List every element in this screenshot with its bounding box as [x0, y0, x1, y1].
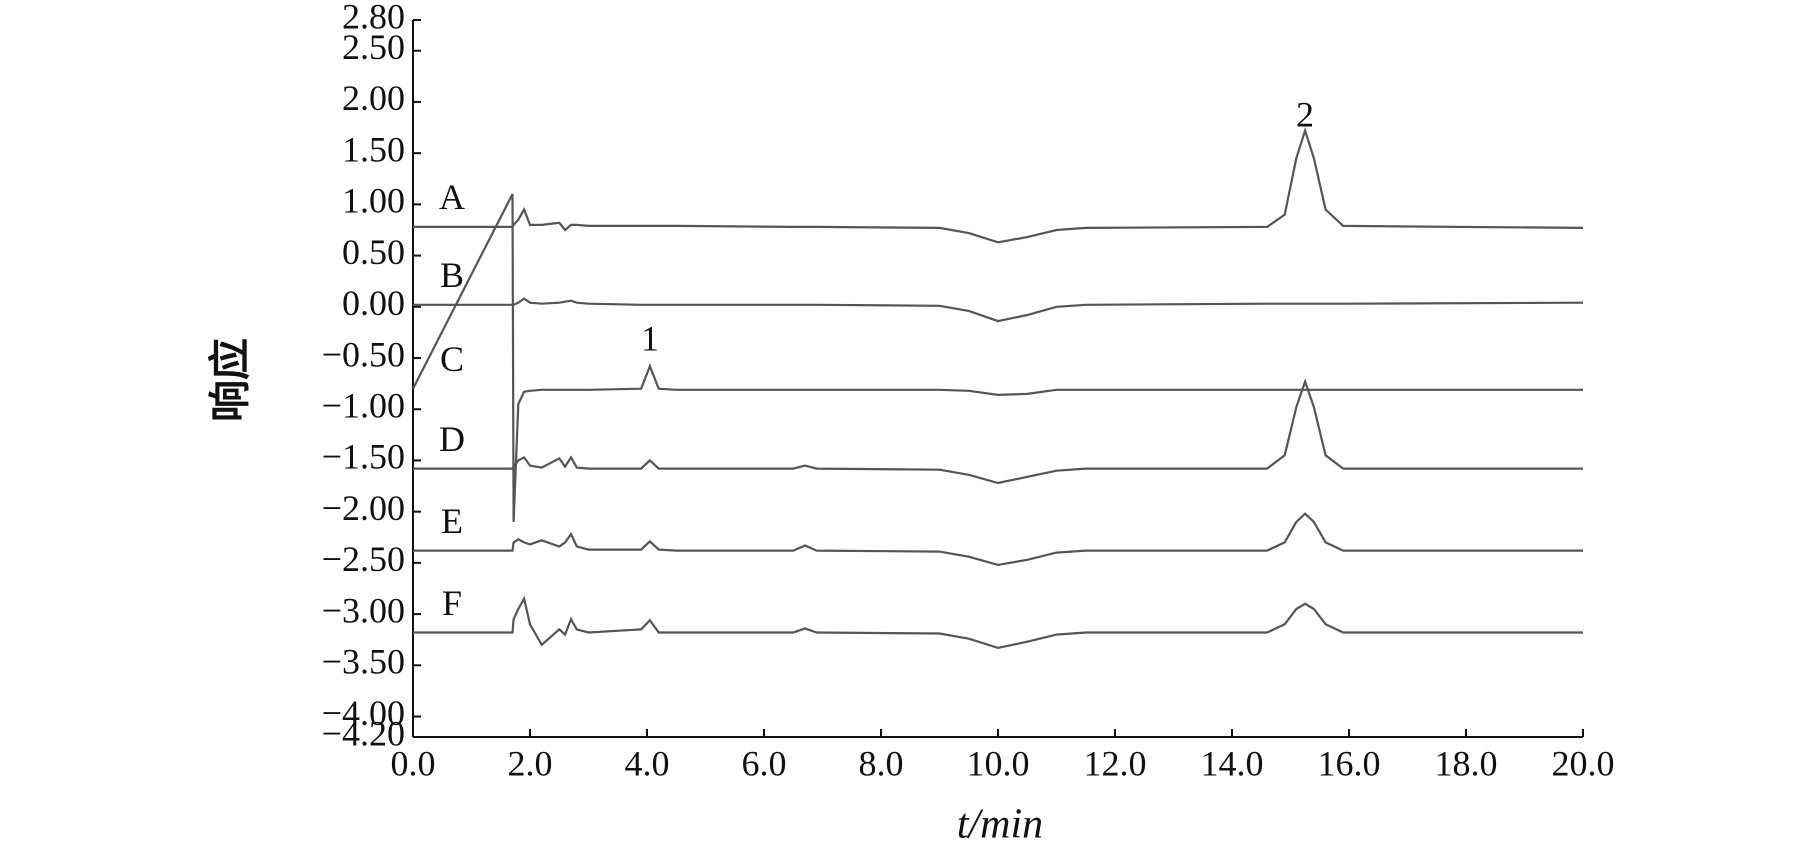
series-label: C: [440, 339, 464, 379]
peak-annotation: 1: [641, 318, 659, 358]
series-line: [413, 595, 1583, 650]
y-tick-label: −1.00: [322, 385, 405, 425]
y-tick-label: 2.80: [342, 0, 405, 36]
series-line: [413, 512, 1583, 567]
series-label: F: [442, 583, 462, 623]
x-tick-label: 4.0: [625, 743, 670, 783]
series-label: B: [440, 255, 464, 295]
series-line: [412, 193, 1583, 522]
y-tick-label: −3.00: [322, 590, 405, 630]
x-tick-label: 2.0: [508, 743, 553, 783]
series-label: D: [439, 419, 465, 459]
y-tick-label: 2.50: [342, 27, 405, 67]
series-label: A: [439, 177, 465, 217]
y-axis-label: 响应: [208, 338, 255, 422]
x-axis-label: t/min: [957, 802, 1043, 848]
y-tick-label: −2.50: [322, 539, 405, 579]
peak-annotation: 2: [1296, 94, 1314, 134]
y-tick-label: 1.00: [342, 181, 405, 221]
y-tick-label: 2.00: [342, 78, 405, 118]
x-tick-label: 18.0: [1435, 743, 1498, 783]
y-tick-label: 0.50: [342, 232, 405, 272]
series-line: [413, 126, 1584, 244]
x-tick-label: 20.0: [1552, 743, 1615, 783]
x-tick-label: 0.0: [391, 743, 436, 783]
series-line: [413, 378, 1583, 485]
y-tick-label: −3.50: [322, 642, 405, 682]
x-tick-label: 8.0: [859, 743, 904, 783]
series-label: E: [441, 501, 463, 541]
y-tick-label: −4.00: [322, 693, 405, 733]
y-tick-label: −0.50: [322, 334, 405, 374]
x-tick-label: 6.0: [742, 743, 787, 783]
y-tick-label: −4.20: [322, 713, 405, 753]
x-tick-label: 12.0: [1084, 743, 1147, 783]
x-tick-label: 10.0: [967, 743, 1030, 783]
y-tick-label: 0.00: [342, 283, 405, 323]
y-tick-label: −1.50: [322, 437, 405, 477]
x-tick-label: 14.0: [1201, 743, 1264, 783]
y-tick-label: −2.00: [322, 488, 405, 528]
x-tick-label: 16.0: [1318, 743, 1381, 783]
y-tick-label: 1.50: [342, 129, 405, 169]
series-line: [413, 297, 1584, 323]
